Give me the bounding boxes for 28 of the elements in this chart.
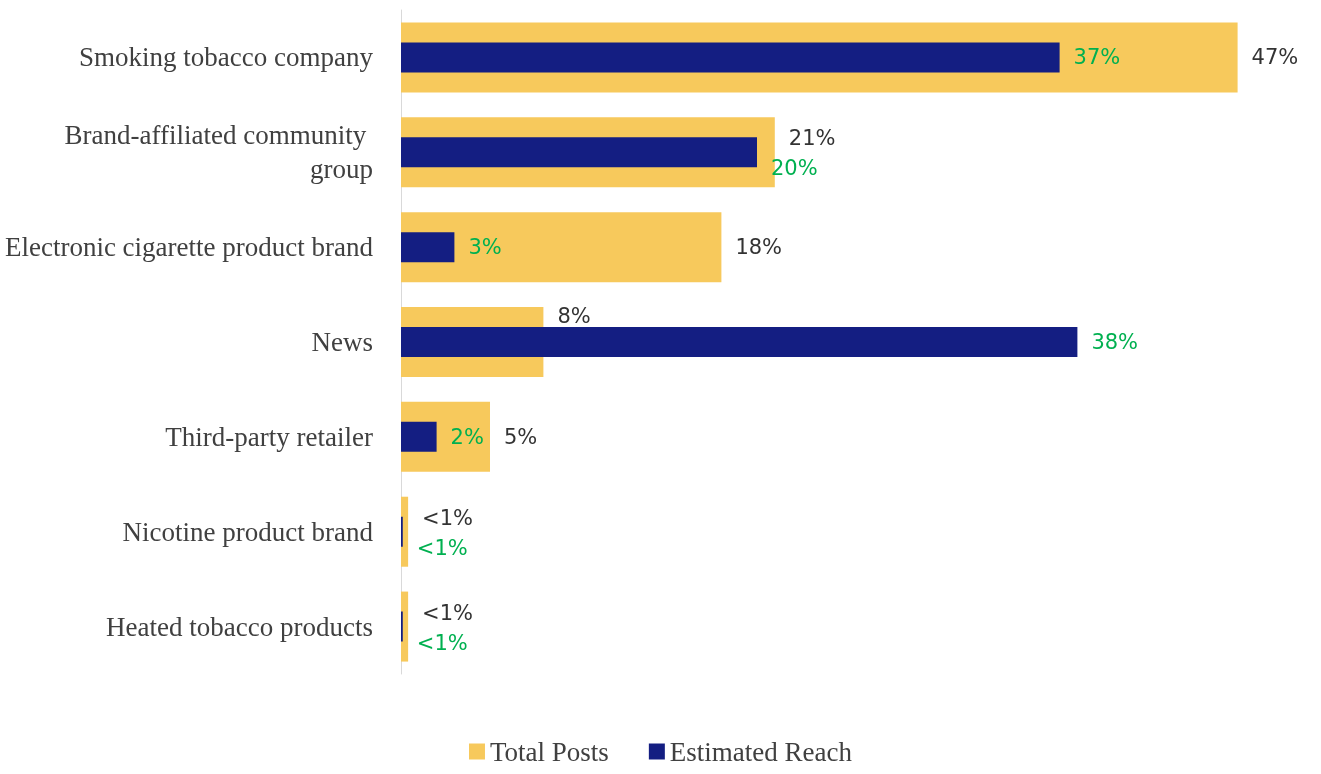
data-label: 3% bbox=[468, 235, 502, 260]
bar bbox=[401, 327, 1078, 357]
y-tick-label: News bbox=[311, 327, 373, 357]
bar bbox=[401, 212, 722, 283]
y-tick-label: Third-party retailer bbox=[165, 421, 373, 452]
y-tick-label: Nicotine product brand bbox=[122, 516, 374, 547]
y-tick-label: Electronic cigarette product brand bbox=[4, 232, 374, 263]
bar bbox=[401, 137, 757, 168]
data-label: 5% bbox=[504, 424, 538, 449]
data-label: 8% bbox=[557, 304, 591, 328]
data-label: 18% bbox=[735, 235, 783, 260]
y-tick-label: Heated tobacco products bbox=[106, 611, 373, 642]
y-tick-label: Smoking tobacco company bbox=[79, 42, 374, 73]
data-label: 21% bbox=[788, 126, 836, 151]
data-label: <1% bbox=[416, 630, 468, 655]
bar bbox=[401, 232, 455, 263]
legend-label: Estimated Reach bbox=[669, 736, 853, 767]
data-label: 47% bbox=[1251, 45, 1299, 70]
data-label: <1% bbox=[416, 535, 468, 560]
bar bbox=[401, 421, 437, 452]
y-tick-label: Brand-affiliated community group bbox=[64, 120, 373, 185]
data-label: 38% bbox=[1091, 330, 1139, 354]
legend-label: Total Posts bbox=[489, 736, 609, 767]
data-label: 2% bbox=[450, 424, 484, 449]
data-label: <1% bbox=[422, 600, 474, 625]
data-label: 37% bbox=[1073, 45, 1121, 70]
data-label: <1% bbox=[422, 505, 474, 530]
bar bbox=[401, 42, 1060, 73]
